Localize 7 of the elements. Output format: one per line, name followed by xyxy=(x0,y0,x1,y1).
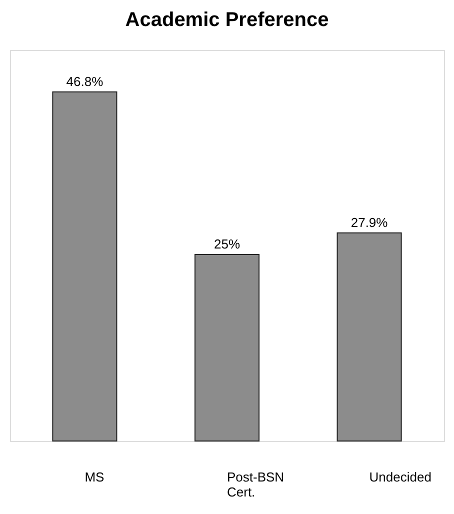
x-tick-label: Post-BSN Cert. xyxy=(227,470,284,500)
data-label: 46.8% xyxy=(66,74,104,89)
x-tick-label: MS xyxy=(84,470,105,484)
data-label: 27.9% xyxy=(350,214,388,230)
data-label: 25% xyxy=(214,236,240,252)
chart-title: Academic Preference xyxy=(125,9,329,31)
x-tick-label: Undecided xyxy=(369,470,432,484)
